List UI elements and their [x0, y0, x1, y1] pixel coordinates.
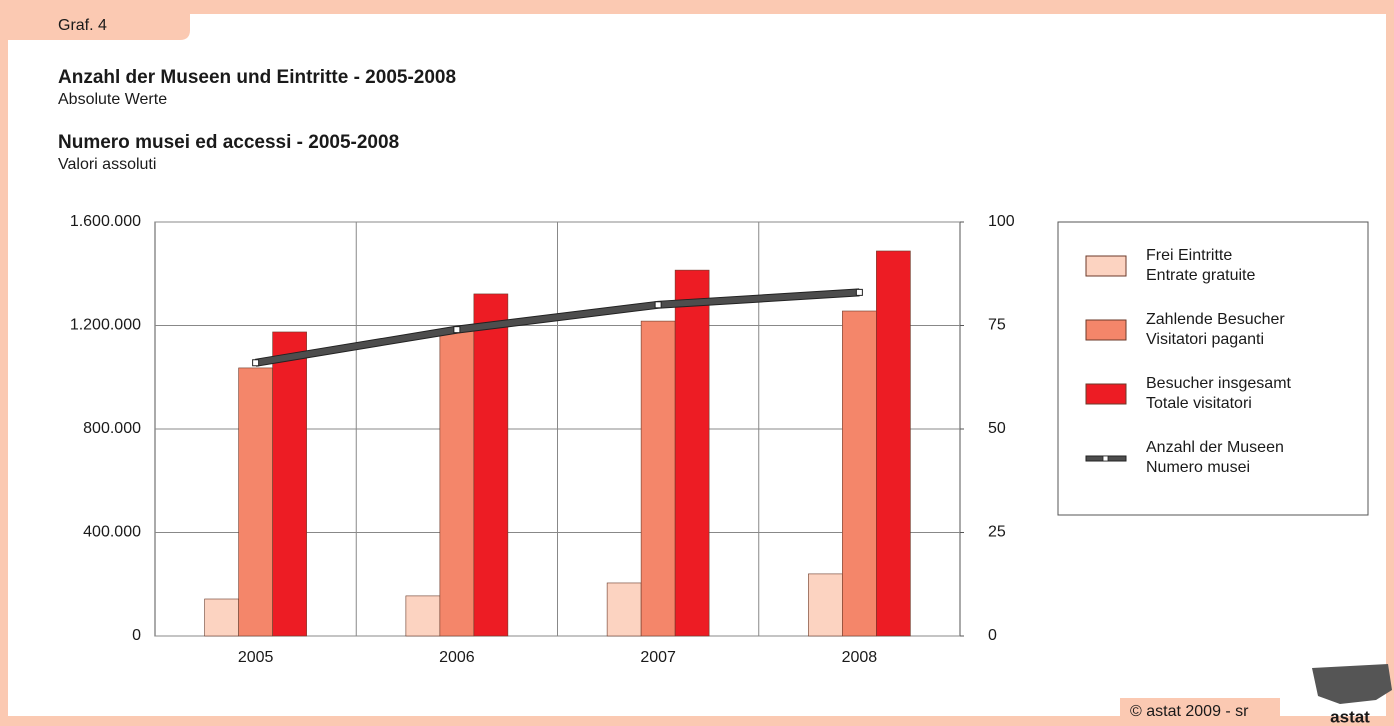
- x-tick-label: 2008: [842, 649, 878, 666]
- bar: [204, 598, 239, 637]
- bar: [876, 250, 911, 637]
- bar: [473, 293, 509, 637]
- line-marker: [453, 326, 461, 334]
- bar: [842, 310, 877, 637]
- legend-label: Anzahl der Museen: [1146, 439, 1284, 456]
- y2-tick-label: 100: [988, 213, 1015, 230]
- footer-box: [1120, 698, 1280, 726]
- line-marker: [252, 359, 260, 367]
- y2-tick-label: 50: [988, 420, 1006, 437]
- y2-tick-label: 0: [988, 627, 997, 644]
- logo-shape: [1312, 664, 1392, 704]
- y2-tick-label: 75: [988, 317, 1006, 334]
- line: [255, 289, 860, 366]
- line-marker: [855, 288, 863, 296]
- legend-swatch: [1085, 255, 1127, 277]
- y-tick-label: 0: [132, 627, 141, 644]
- x-tick-label: 2005: [238, 649, 274, 666]
- y-tick-label: 400.000: [83, 524, 141, 541]
- line-marker: [654, 301, 662, 309]
- legend-label-it: Numero musei: [1146, 459, 1250, 476]
- bar: [405, 595, 441, 637]
- graph-label: Graf. 4: [58, 17, 107, 34]
- legend-swatch: [1085, 383, 1127, 405]
- logo: astat: [1330, 707, 1370, 726]
- y-tick-label: 800.000: [83, 420, 141, 437]
- bar: [238, 367, 273, 637]
- y-tick-label: 1.600.000: [70, 213, 141, 230]
- bar: [640, 320, 676, 637]
- legend-label: Besucher insgesamt: [1146, 375, 1292, 392]
- bar: [439, 329, 475, 637]
- bar: [808, 573, 843, 637]
- x-tick-label: 2007: [640, 649, 676, 666]
- legend-label: Frei Eintritte: [1146, 247, 1232, 264]
- legend-swatch-marker: [1102, 455, 1109, 462]
- legend-swatch: [1085, 319, 1127, 341]
- bar: [272, 331, 307, 637]
- y-tick-label: 1.200.000: [70, 317, 141, 334]
- tab: [8, 14, 190, 40]
- y2-tick-label: 25: [988, 524, 1006, 541]
- legend-label: Zahlende Besucher: [1146, 311, 1285, 328]
- chart-title: Anzahl der Museen und Eintritte - 2005-2…: [58, 67, 456, 88]
- chart-subtitle: Absolute Werte: [58, 91, 167, 108]
- chart-subtitle-it: Valori assoluti: [58, 156, 156, 173]
- legend-label-it: Totale visitatori: [1146, 395, 1252, 412]
- bar: [674, 269, 710, 637]
- x-tick-label: 2006: [439, 649, 475, 666]
- chart-title-it: Numero musei ed accessi - 2005-2008: [58, 132, 399, 153]
- footer: © astat 2009 - sr: [1130, 703, 1249, 720]
- legend-label-it: Visitatori paganti: [1146, 331, 1264, 348]
- legend-label-it: Entrate gratuite: [1146, 267, 1256, 284]
- bar: [606, 582, 642, 637]
